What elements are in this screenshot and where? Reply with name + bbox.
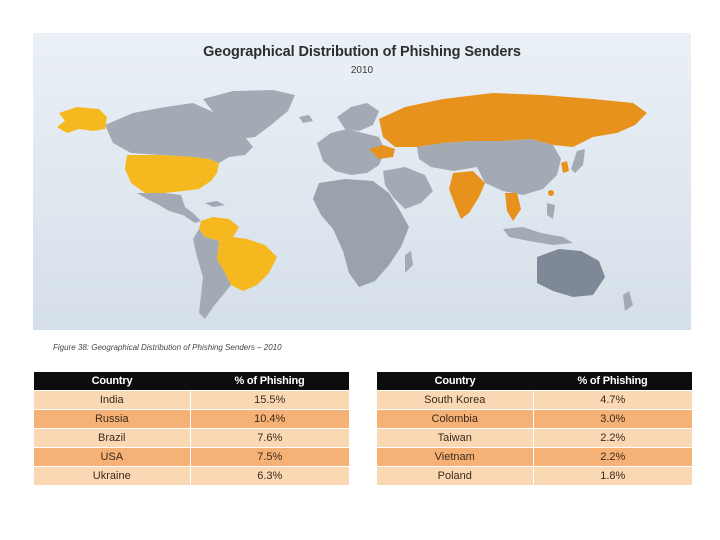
table-row: Vietnam 2.2% <box>377 447 692 467</box>
country-cell: USA <box>34 447 191 467</box>
percent-cell: 1.8% <box>533 466 692 485</box>
middle-east <box>383 167 433 209</box>
brazil <box>217 237 277 291</box>
indonesia <box>503 227 573 245</box>
country-header: Country <box>34 372 190 391</box>
south-america <box>193 229 231 319</box>
country-cell: Ukraine <box>34 466 191 485</box>
table-row: USA 7.5% <box>34 447 349 467</box>
percent-cell: 2.2% <box>533 428 692 448</box>
country-cell: Taiwan <box>377 428 534 448</box>
usa <box>125 155 219 193</box>
central-asia <box>417 141 485 171</box>
table-header-row: Country % of Phishing <box>34 372 349 391</box>
percent-cell: 10.4% <box>190 409 349 429</box>
colombia <box>199 217 239 241</box>
table-row: Ukraine 6.3% <box>34 466 349 485</box>
percent-header: % of Phishing <box>190 372 349 391</box>
percent-cell: 7.6% <box>190 428 349 448</box>
greenland <box>203 90 295 139</box>
europe <box>317 129 385 175</box>
percent-cell: 15.5% <box>190 390 349 410</box>
world-map-panel: Geographical Distribution of Phishing Se… <box>33 33 691 330</box>
percent-cell: 6.3% <box>190 466 349 485</box>
country-cell: Brazil <box>34 428 191 448</box>
table-row: India 15.5% <box>34 390 349 410</box>
mexico <box>137 193 201 223</box>
new-zealand <box>623 291 633 311</box>
phishing-table-left: Country % of Phishing India 15.5% Russia… <box>34 372 349 485</box>
iceland <box>299 115 313 123</box>
country-cell: Poland <box>377 466 534 485</box>
australia <box>537 249 605 297</box>
country-cell: Vietnam <box>377 447 534 467</box>
map-title: Geographical Distribution of Phishing Se… <box>203 44 521 60</box>
figure-caption: Figure 38: Geographical Distribution of … <box>53 343 282 352</box>
south-korea <box>561 161 569 173</box>
world-map <box>57 90 647 319</box>
country-cell: Russia <box>34 409 191 429</box>
table-header-row: Country % of Phishing <box>377 372 692 391</box>
taiwan <box>548 190 554 196</box>
africa <box>313 179 409 287</box>
india <box>449 171 485 219</box>
philippines <box>547 203 555 219</box>
percent-header: % of Phishing <box>533 372 692 391</box>
ukraine <box>369 145 395 159</box>
table-row: Taiwan 2.2% <box>377 428 692 448</box>
country-cell: Colombia <box>377 409 534 429</box>
table-row: Colombia 3.0% <box>377 409 692 429</box>
map-subtitle: 2010 <box>350 65 374 76</box>
table-row: Poland 1.8% <box>377 466 692 485</box>
country-cell: India <box>34 390 191 410</box>
canada <box>105 103 253 163</box>
vietnam <box>505 193 521 221</box>
alaska <box>57 107 107 133</box>
percent-cell: 3.0% <box>533 409 692 429</box>
russia <box>379 93 647 147</box>
percent-cell: 7.5% <box>190 447 349 467</box>
japan <box>571 149 585 173</box>
china <box>473 139 561 195</box>
madagascar <box>405 251 413 273</box>
table-row: Russia 10.4% <box>34 409 349 429</box>
country-header: Country <box>377 372 533 391</box>
scandinavia <box>337 103 379 131</box>
percent-cell: 4.7% <box>533 390 692 410</box>
caribbean <box>205 201 225 207</box>
phishing-table-right: Country % of Phishing South Korea 4.7% C… <box>377 372 692 485</box>
percent-cell: 2.2% <box>533 447 692 467</box>
table-row: South Korea 4.7% <box>377 390 692 410</box>
country-cell: South Korea <box>377 390 534 410</box>
table-row: Brazil 7.6% <box>34 428 349 448</box>
